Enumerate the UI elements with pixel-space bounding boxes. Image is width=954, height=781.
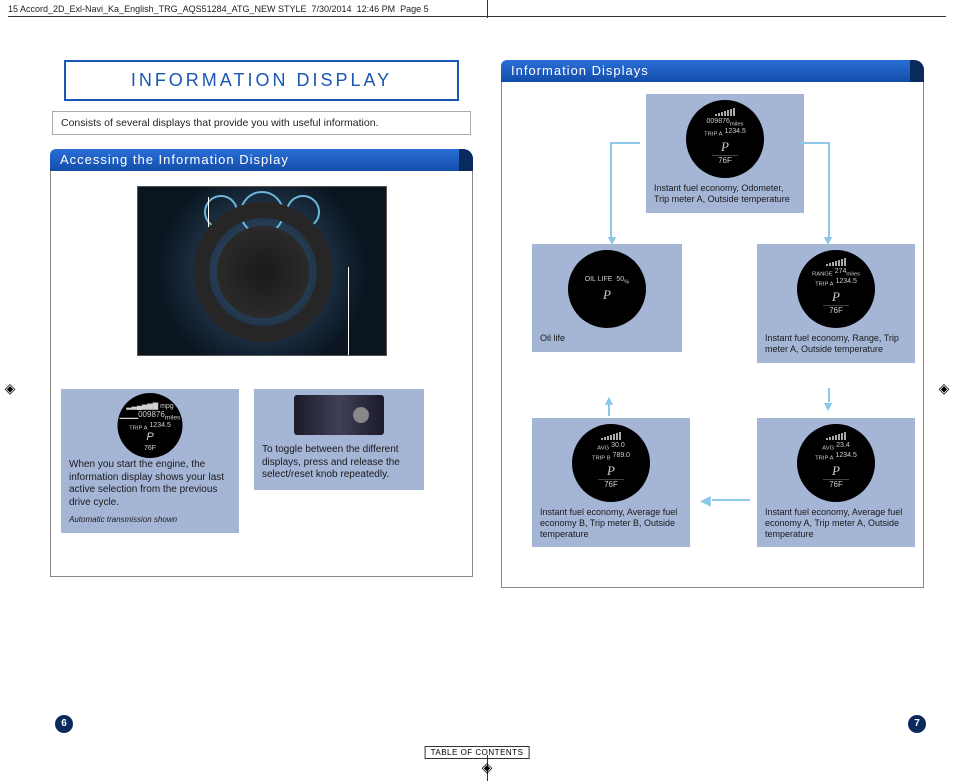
crop-mark-icon: [487, 0, 488, 18]
trip-value: 789.0: [613, 452, 631, 459]
temp-value: 76F: [823, 479, 849, 490]
card-caption: Instant fuel economy, Average fuel econo…: [540, 507, 682, 539]
range-label: RANGE: [812, 271, 833, 277]
flow-line: [608, 404, 610, 416]
gear-indicator: P: [118, 431, 183, 445]
gauge-icon: AVG 23.4 TRIP A 1234.5 P 76F: [797, 424, 875, 502]
trip-value: 1234.5: [835, 278, 856, 285]
temp-value: 76F: [118, 445, 183, 453]
instrument-cluster-icon: ▂▃▄▅▆▇ mpg ▁▁▁009876miles TRIP A 1234.5 …: [118, 393, 183, 458]
range-value: 274: [835, 268, 847, 275]
registration-mark-icon: ◈: [936, 380, 952, 396]
flow-line: [828, 142, 830, 237]
section-body-displays: 009876miles TRIP A 1234.5 P 76F Instant …: [501, 82, 924, 588]
callout-text: When you start the engine, the informati…: [69, 459, 231, 509]
table-of-contents-link[interactable]: TABLE OF CONTENTS: [425, 746, 530, 759]
trip-value: 1234.5: [149, 422, 170, 429]
gear-indicator: P: [686, 139, 764, 155]
right-page: Information Displays 009876miles TRIP A …: [501, 60, 924, 741]
arrow-down-icon: ▼: [821, 232, 835, 248]
avg-label: AVG: [822, 445, 834, 451]
registration-mark-icon: ◈: [479, 759, 495, 775]
flow-line: [610, 142, 612, 237]
avg-value: 23.4: [836, 442, 850, 449]
section-header-displays: Information Displays: [501, 60, 924, 82]
trip-value: 1234.5: [835, 452, 856, 459]
file-time: 12:46 PM: [357, 4, 396, 14]
temp-value: 76F: [712, 155, 738, 166]
gauge-icon: AVG 30.0 TRIP B 789.0 P 76F: [572, 424, 650, 502]
gear-indicator: P: [572, 463, 650, 479]
display-card-avg-a: AVG 23.4 TRIP A 1234.5 P 76F Instant fue…: [757, 418, 915, 547]
card-caption: Oil life: [540, 333, 674, 344]
display-card-odometer: 009876miles TRIP A 1234.5 P 76F Instant …: [646, 94, 804, 213]
section-header-accessing: Accessing the Information Display: [50, 149, 473, 171]
temp-value: 76F: [598, 479, 624, 490]
flow-line: [800, 142, 830, 144]
page-number-right: 7: [908, 715, 926, 733]
trip-label: TRIP A: [815, 281, 833, 287]
card-caption: Instant fuel economy, Odometer, Trip met…: [654, 183, 796, 205]
callout-note: Automatic transmission shown: [69, 515, 231, 525]
page-title: INFORMATION DISPLAY: [64, 60, 459, 101]
reset-knob-photo: [294, 395, 384, 435]
page-spread: INFORMATION DISPLAY Consists of several …: [50, 60, 924, 741]
card-caption: Instant fuel economy, Average fuel econo…: [765, 507, 907, 539]
gauge-icon: RANGE 274miles TRIP A 1234.5 P 76F: [797, 250, 875, 328]
oil-life-label: OIL LIFE: [585, 276, 613, 283]
avg-value: 30.0: [611, 442, 625, 449]
arrow-left-icon: ◀: [700, 492, 711, 509]
avg-label: AVG: [597, 445, 609, 451]
card-caption: Instant fuel economy, Range, Trip meter …: [765, 333, 907, 355]
registration-mark-icon: ◈: [2, 380, 18, 396]
gauge-icon: 009876miles TRIP A 1234.5 P 76F: [686, 100, 764, 178]
file-name: 15 Accord_2D_Exl-Navi_Ka_English_TRG_AQS…: [8, 4, 306, 14]
temp-value: 76F: [823, 305, 849, 316]
flow-line: [712, 499, 750, 501]
steering-wheel-photo: [137, 186, 387, 356]
trip-value: 1234.5: [724, 128, 745, 135]
odometer-value: 009876: [138, 410, 165, 419]
leader-line: [348, 267, 349, 355]
leader-line: [208, 197, 209, 227]
gauge-icon: OIL LIFE 50% P: [568, 250, 646, 328]
gear-indicator: P: [568, 287, 646, 303]
oil-life-value: 50: [616, 276, 624, 283]
callout-cluster: ▂▃▄▅▆▇ mpg ▁▁▁009876miles TRIP A 1234.5 …: [61, 389, 239, 533]
callout-knob: To toggle between the different displays…: [254, 389, 424, 490]
section-body-accessing: ▂▃▄▅▆▇ mpg ▁▁▁009876miles TRIP A 1234.5 …: [50, 171, 473, 577]
gear-indicator: P: [797, 289, 875, 305]
left-page: INFORMATION DISPLAY Consists of several …: [50, 60, 473, 741]
file-date: 7/30/2014: [312, 4, 352, 14]
trip-label: TRIP A: [704, 131, 722, 137]
page-number-left: 6: [55, 715, 73, 733]
file-header: 15 Accord_2D_Exl-Navi_Ka_English_TRG_AQS…: [8, 4, 946, 17]
gear-indicator: P: [797, 463, 875, 479]
odometer-value: 009876: [707, 118, 730, 125]
callout-text: To toggle between the different displays…: [262, 444, 416, 482]
display-card-avg-b: AVG 30.0 TRIP B 789.0 P 76F Instant fuel…: [532, 418, 690, 547]
intro-text: Consists of several displays that provid…: [52, 111, 471, 135]
display-card-oil-life: OIL LIFE 50% P Oil life: [532, 244, 682, 352]
trip-label: TRIP A: [129, 425, 147, 431]
steering-wheel-icon: [193, 202, 333, 342]
trip-label: TRIP A: [815, 455, 833, 461]
trip-label: TRIP B: [592, 455, 611, 461]
file-page: Page 5: [400, 4, 429, 14]
arrow-down-icon: ▼: [605, 232, 619, 248]
flow-line: [610, 142, 640, 144]
flow-line: [828, 388, 830, 402]
display-card-range: RANGE 274miles TRIP A 1234.5 P 76F Insta…: [757, 244, 915, 363]
